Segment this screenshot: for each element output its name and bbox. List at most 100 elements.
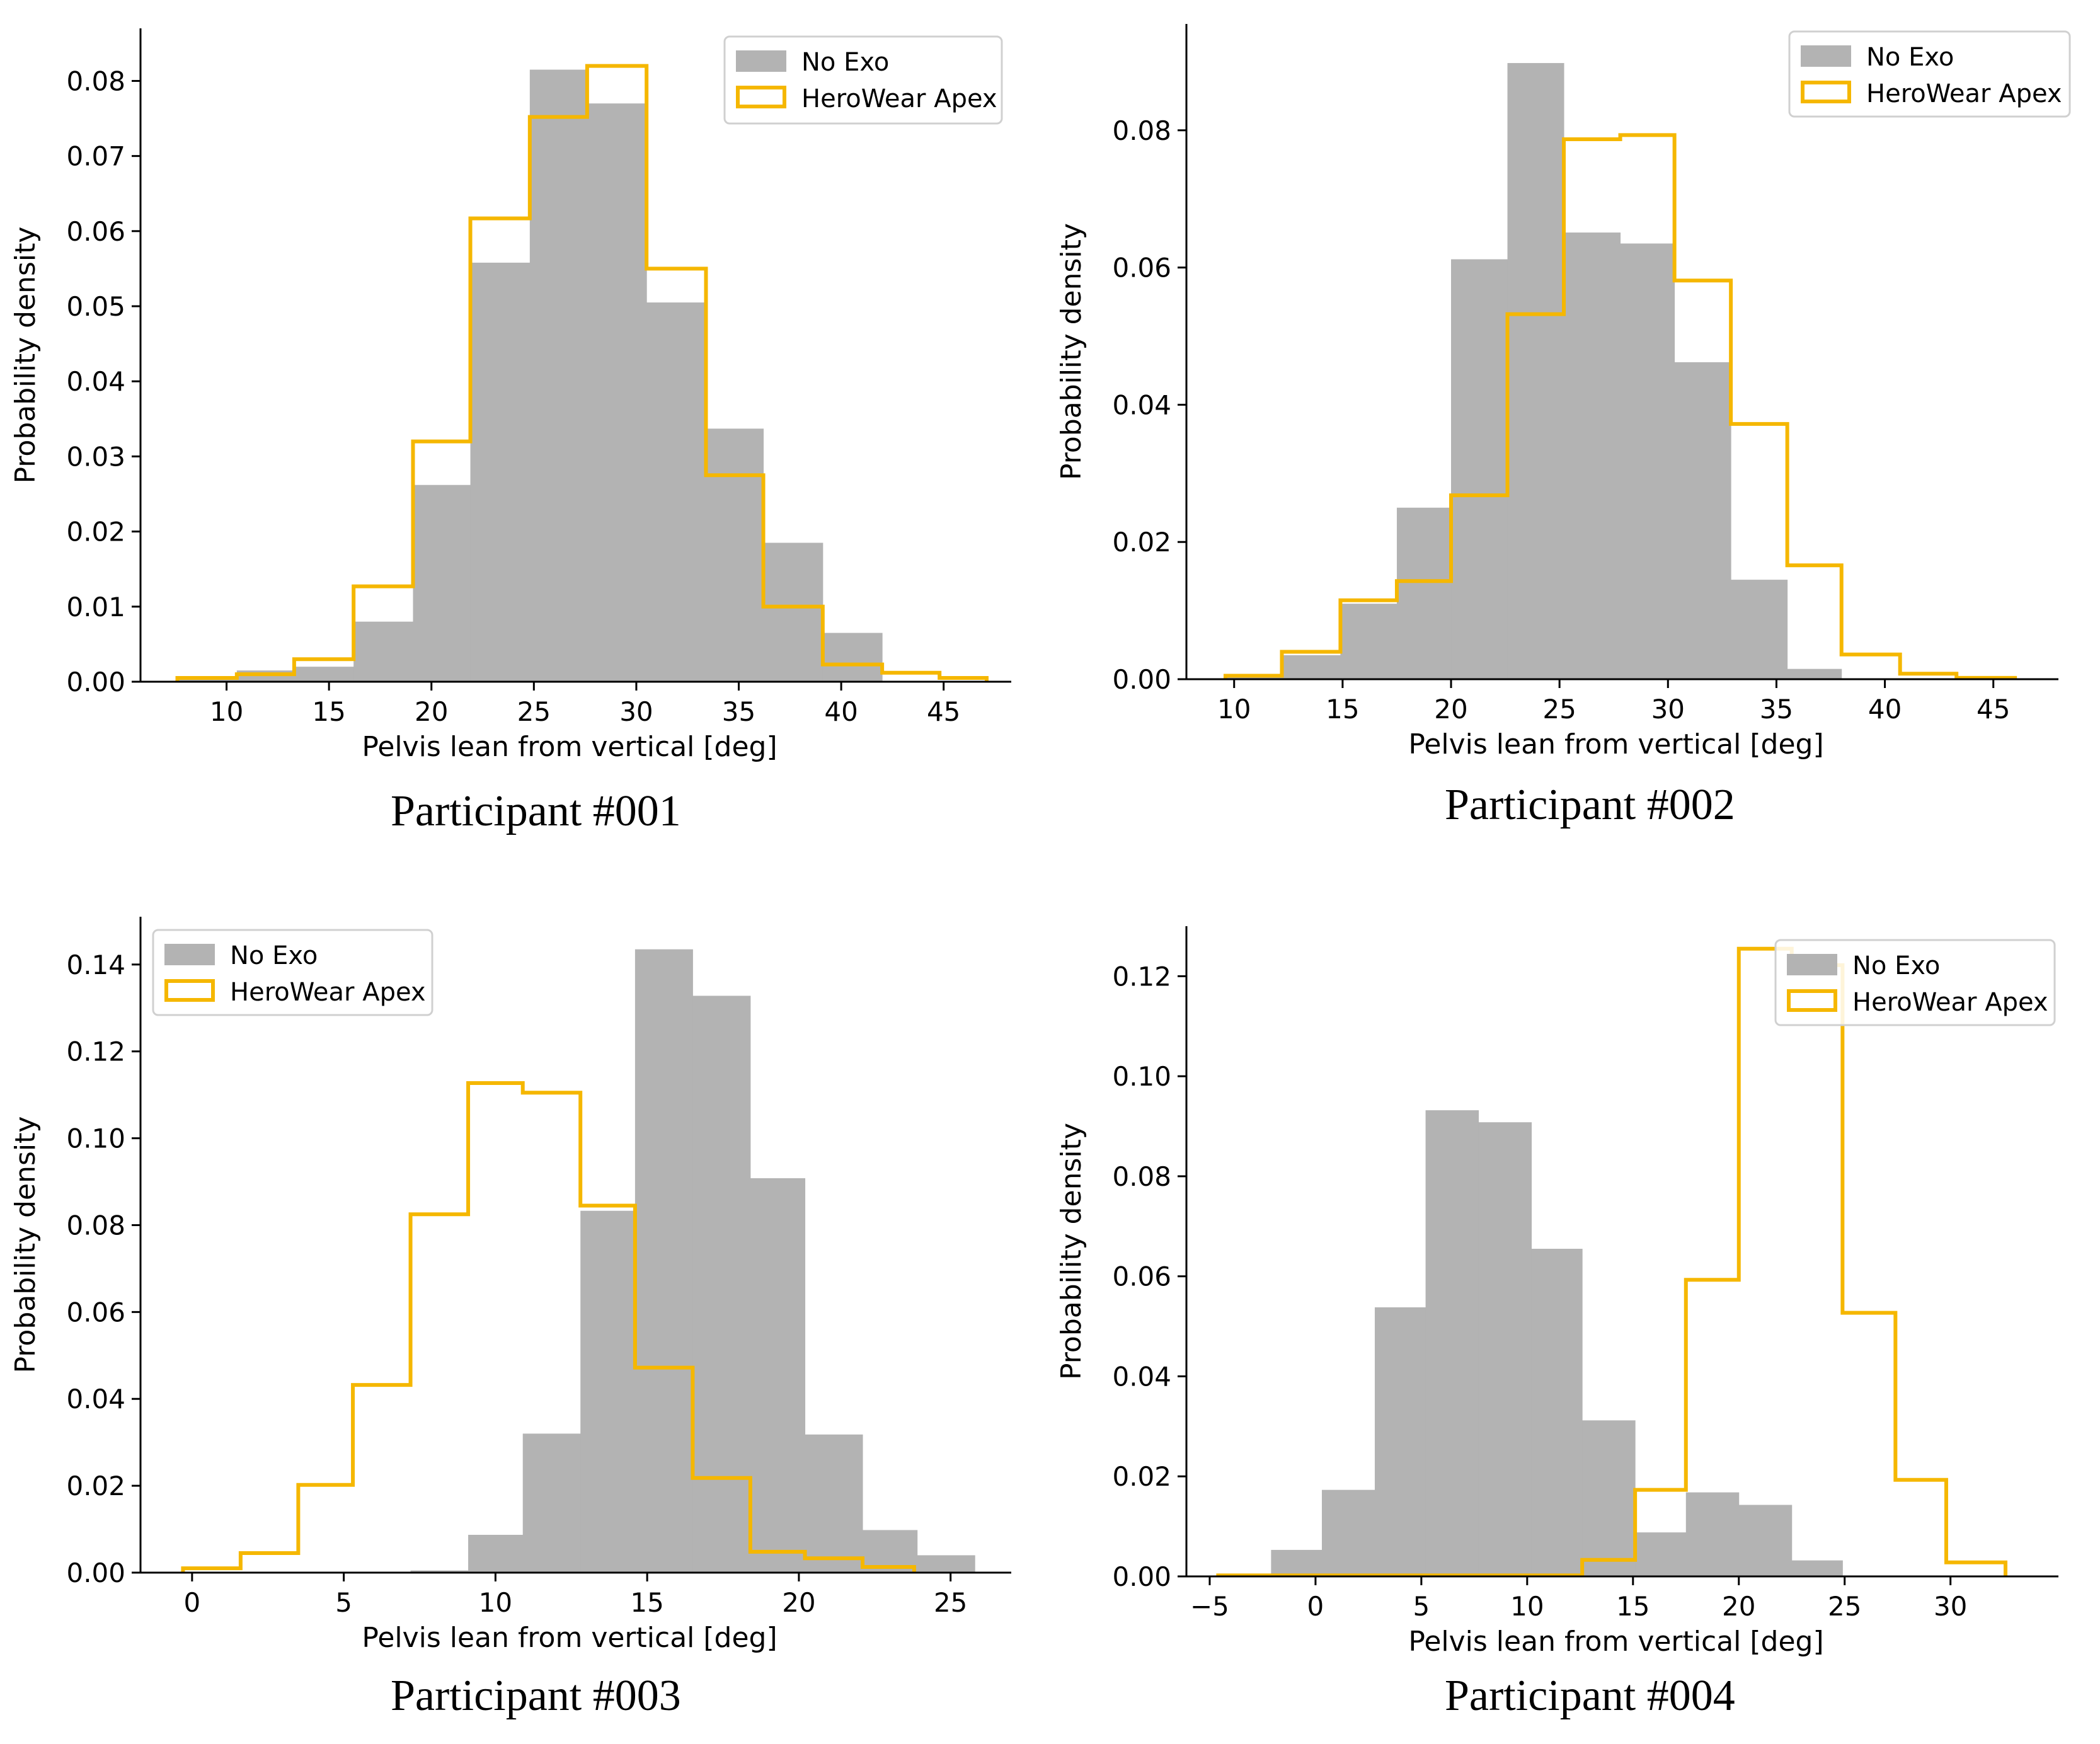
y-tick-label: 0.02 bbox=[1112, 1461, 1171, 1492]
legend: No Exo HeroWear Apex bbox=[1788, 30, 2071, 118]
x-tick-label: 30 bbox=[1651, 694, 1685, 725]
legend-frame bbox=[1788, 30, 2071, 118]
y-tick-label: 0.02 bbox=[66, 1471, 125, 1501]
y-axis-label: Probability density bbox=[1055, 1123, 1087, 1380]
herowear-apex-line bbox=[181, 1081, 916, 1573]
no-exo-bar bbox=[1531, 1249, 1583, 1576]
legend-frame bbox=[152, 929, 433, 1016]
no-exo-bar bbox=[1635, 1532, 1687, 1576]
no-exo-bar bbox=[1738, 1505, 1793, 1576]
y-tick-label: 0.10 bbox=[1112, 1061, 1171, 1092]
x-tick-label: 45 bbox=[1977, 694, 2010, 725]
y-tick-label: 0.04 bbox=[1112, 1361, 1171, 1392]
y-tick-label: 0.08 bbox=[66, 66, 125, 96]
no-exo-bar bbox=[294, 667, 354, 682]
y-axis-label: Probability density bbox=[1055, 223, 1087, 480]
x-axis-label: Pelvis lean from vertical [deg] bbox=[1408, 728, 1823, 760]
no-exo-bar bbox=[1396, 507, 1452, 679]
no-exo-bar bbox=[917, 1555, 975, 1573]
herowear-apex-line bbox=[1216, 946, 2008, 1578]
y-tick-label: 0.06 bbox=[1112, 253, 1171, 284]
y-tick-label: 0.08 bbox=[66, 1210, 125, 1241]
no-exo-bar bbox=[1685, 1492, 1740, 1576]
legend-label-herowear: HeroWear Apex bbox=[1852, 988, 2048, 1017]
no-exo-bar bbox=[522, 1433, 581, 1573]
legend-label-herowear: HeroWear Apex bbox=[230, 978, 426, 1007]
no-exo-bar bbox=[353, 621, 413, 682]
x-axis-label: Pelvis lean from vertical [deg] bbox=[362, 731, 777, 763]
x-tick-label: 15 bbox=[1616, 1591, 1650, 1622]
y-tick-label: 0.12 bbox=[1112, 961, 1171, 992]
no-exo-bar bbox=[1321, 1489, 1375, 1576]
y-tick-label: 0.06 bbox=[1112, 1261, 1171, 1292]
x-tick-label: 20 bbox=[415, 696, 448, 727]
y-tick-label: 0.02 bbox=[1112, 527, 1171, 558]
no-exo-bar bbox=[1271, 1549, 1323, 1576]
x-tick-label: 30 bbox=[619, 696, 653, 727]
x-tick-label: 10 bbox=[479, 1587, 512, 1618]
y-tick-label: 0.08 bbox=[1112, 115, 1171, 146]
x-tick-label: 5 bbox=[335, 1587, 352, 1618]
x-tick-label: 25 bbox=[934, 1587, 967, 1618]
no-exo-bar bbox=[706, 428, 764, 682]
y-tick-label: 0.00 bbox=[1112, 664, 1171, 695]
y-tick-label: 0.03 bbox=[66, 441, 125, 472]
x-tick-label: 25 bbox=[1542, 694, 1576, 725]
caption-participant-002: Participant #002 bbox=[1445, 781, 1735, 829]
x-tick-label: 40 bbox=[824, 696, 858, 727]
no-exo-bar bbox=[822, 633, 883, 682]
no-exo-bar bbox=[646, 302, 706, 682]
no-exo-bar bbox=[470, 262, 531, 682]
legend-label-no-exo: No Exo bbox=[230, 941, 318, 970]
y-tick-label: 0.00 bbox=[66, 1558, 125, 1588]
y-tick-label: 0.02 bbox=[66, 517, 125, 548]
x-tick-label: 35 bbox=[1760, 694, 1793, 725]
no-exo-bar bbox=[1425, 1110, 1479, 1576]
no-exo-bar bbox=[750, 1178, 806, 1573]
no-exo-bar bbox=[468, 1535, 524, 1573]
legend-swatch-herowear bbox=[1787, 989, 1837, 1012]
x-tick-label: 20 bbox=[782, 1587, 815, 1618]
no-exo-bar bbox=[1282, 655, 1341, 679]
x-tick-label: 10 bbox=[210, 696, 243, 727]
legend-label-no-exo: No Exo bbox=[1866, 43, 1954, 72]
legend-label-no-exo: No Exo bbox=[1852, 951, 1940, 980]
x-tick-label: 10 bbox=[1217, 694, 1251, 725]
legend-swatch-herowear bbox=[1801, 81, 1851, 103]
y-tick-label: 0.07 bbox=[66, 141, 125, 172]
y-tick-label: 0.00 bbox=[1112, 1561, 1171, 1592]
no-exo-bar bbox=[413, 485, 471, 682]
y-tick-label: 0.04 bbox=[1112, 389, 1171, 420]
x-tick-label: 15 bbox=[312, 696, 345, 727]
no-exo-bar bbox=[763, 542, 823, 682]
no-exo-bar bbox=[692, 995, 751, 1573]
legend-frame bbox=[723, 35, 1003, 125]
no-exo-bar bbox=[1564, 232, 1621, 679]
x-tick-label: 20 bbox=[1434, 694, 1467, 725]
no-exo-bar bbox=[634, 949, 693, 1573]
no-exo-bar bbox=[805, 1434, 863, 1573]
no-exo-bar bbox=[1507, 63, 1564, 679]
legend: No Exo HeroWear Apex bbox=[152, 929, 433, 1016]
chart-panel-1: 10 15 20 25 30 35 40 45 0.00 0.01 0.02 0.03 0.04 0.05… bbox=[9, 28, 1011, 763]
y-tick-label: 0.01 bbox=[66, 592, 125, 622]
no-exo-bar bbox=[1620, 243, 1675, 679]
legend-swatch-no-exo bbox=[164, 944, 215, 965]
herowear-apex-line bbox=[175, 64, 989, 682]
y-tick-label: 0.12 bbox=[66, 1036, 125, 1067]
y-tick-label: 0.05 bbox=[66, 291, 125, 322]
y-tick-label: 0.10 bbox=[66, 1123, 125, 1154]
caption-participant-001: Participant #001 bbox=[391, 787, 681, 835]
x-tick-label: 10 bbox=[1510, 1591, 1544, 1622]
no-exo-bar bbox=[410, 1570, 469, 1573]
no-exo-bar bbox=[1451, 259, 1508, 679]
y-tick-label: 0.06 bbox=[66, 1297, 125, 1328]
x-tick-label: 45 bbox=[927, 696, 960, 727]
x-axis-label: Pelvis lean from vertical [deg] bbox=[1408, 1626, 1823, 1658]
y-tick-label: 0.04 bbox=[66, 366, 125, 397]
x-tick-label: −5 bbox=[1190, 1591, 1229, 1622]
no-exo-bar bbox=[1731, 580, 1788, 679]
x-tick-label: 35 bbox=[722, 696, 755, 727]
x-tick-label: 30 bbox=[1934, 1591, 1967, 1622]
chart-panel-3: 0 5 10 15 20 25 0.00 0.02 0.04 0.06 0.08 0.10 0.12 0.… bbox=[9, 917, 1011, 1654]
